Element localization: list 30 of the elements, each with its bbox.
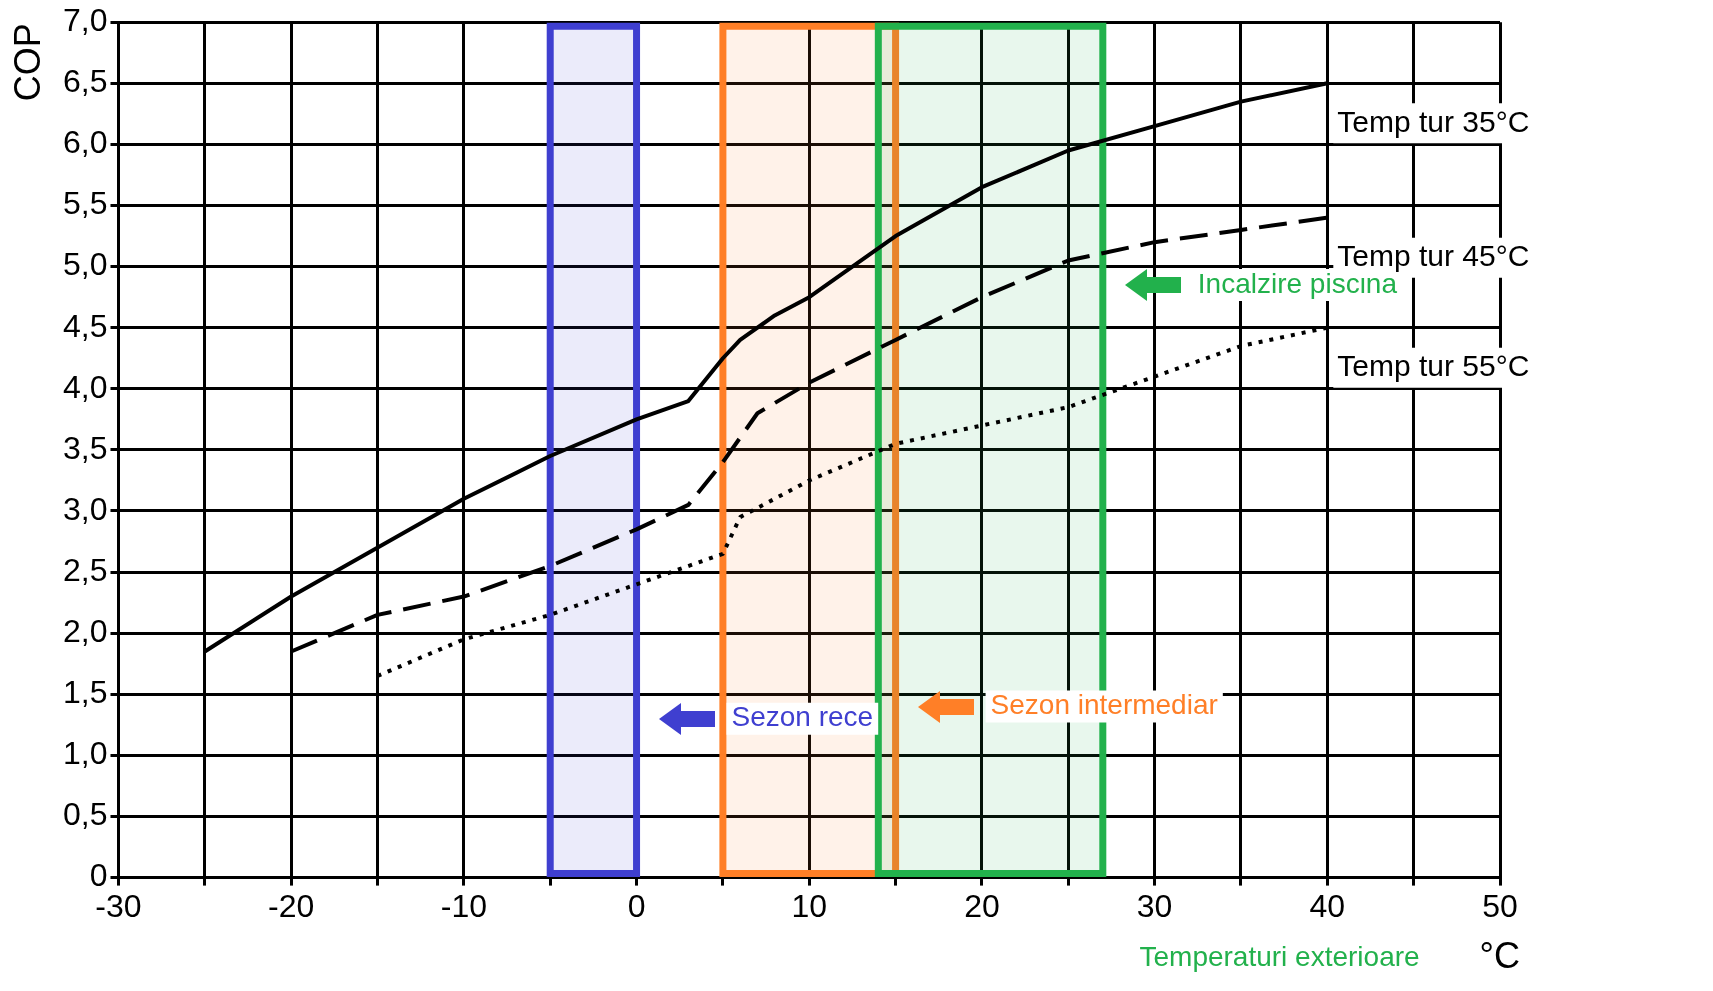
text: Temperaturi exterioare bbox=[1139, 940, 1420, 972]
series-label: Temp tur 45°C bbox=[1337, 238, 1530, 272]
y-tick-label: 1,5 bbox=[63, 674, 108, 711]
y-tick-label: 0,5 bbox=[63, 796, 108, 833]
x-tick-label: 0 bbox=[627, 887, 646, 924]
y-tick-label: 6,5 bbox=[63, 63, 108, 100]
x-tick-label: 40 bbox=[1309, 887, 1346, 924]
x-tick-label: 20 bbox=[964, 887, 1000, 924]
x-axis-title: °C bbox=[1479, 934, 1520, 976]
series-label: Temp tur 35°C bbox=[1337, 104, 1530, 138]
x-tick-label: -10 bbox=[440, 887, 487, 924]
y-tick-label: 2,5 bbox=[63, 551, 108, 588]
y-tick-label: 2,0 bbox=[63, 613, 108, 650]
y-tick-label: 5,0 bbox=[63, 246, 108, 283]
y-tick-label: 1,0 bbox=[63, 735, 108, 772]
y-tick-label: 3,5 bbox=[63, 429, 108, 466]
y-tick-label: 5,5 bbox=[63, 185, 108, 222]
band-label: Sezon intermediar bbox=[990, 689, 1218, 721]
x-tick-label: 30 bbox=[1136, 887, 1173, 924]
series-label: Temp tur 55°C bbox=[1337, 348, 1530, 382]
y-tick-label: 4,5 bbox=[63, 307, 108, 344]
y-axis-title: COP bbox=[6, 23, 48, 102]
x-tick-label: -20 bbox=[268, 887, 315, 924]
y-tick-label: 4,0 bbox=[63, 368, 108, 405]
y-tick-label: 3,0 bbox=[63, 490, 108, 527]
band-label: Sezon rece bbox=[731, 701, 874, 733]
y-tick-label: 7,0 bbox=[63, 2, 108, 39]
y-tick-label: 6,0 bbox=[63, 124, 108, 161]
x-tick-label: 50 bbox=[1482, 887, 1518, 924]
x-tick-label: 10 bbox=[791, 887, 828, 924]
